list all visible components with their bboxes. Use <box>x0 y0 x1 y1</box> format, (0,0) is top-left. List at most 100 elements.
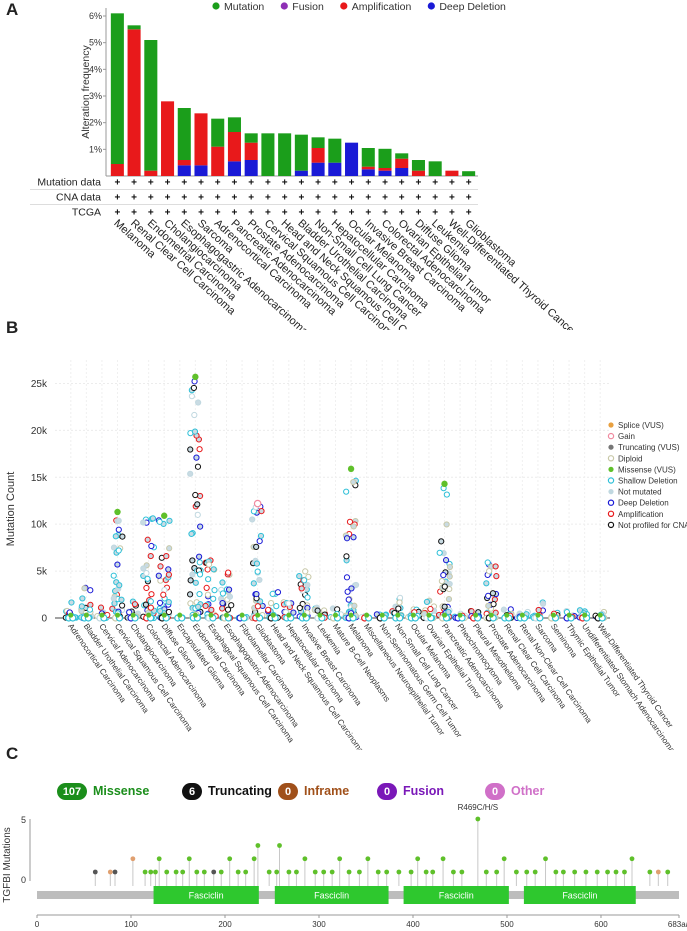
lollipop-head <box>423 869 429 875</box>
track-plus: + <box>131 178 137 189</box>
scatter-point <box>187 591 194 598</box>
scatter-point <box>204 591 212 598</box>
track-plus: + <box>148 208 154 219</box>
scatter-point <box>111 600 118 607</box>
scatter-point <box>426 612 432 618</box>
scatter-point <box>395 605 402 612</box>
scatter-point <box>305 573 312 580</box>
scatter-point <box>423 598 431 605</box>
track-plus: + <box>114 193 120 204</box>
track-plus: + <box>416 178 422 189</box>
count-label: Other <box>511 784 545 798</box>
bar-mutation <box>294 134 308 171</box>
lollipop-head <box>194 869 200 875</box>
legend-marker <box>608 489 614 495</box>
scatter-point <box>219 600 226 607</box>
scatter-point <box>165 566 172 573</box>
scatter-point <box>219 605 226 612</box>
scatter-point <box>224 606 232 613</box>
scatter-point <box>157 608 164 615</box>
lollipop-head <box>622 869 627 875</box>
bar-deep-deletion <box>328 162 342 176</box>
lollipop-head <box>553 869 559 875</box>
track-plus: + <box>416 208 422 219</box>
legend-label: Amplification <box>618 510 663 519</box>
track-plus: + <box>215 208 221 219</box>
legend-marker <box>607 477 615 484</box>
bar-deep-deletion <box>311 162 325 176</box>
scatter-point <box>396 599 403 606</box>
scatter-group <box>187 378 204 622</box>
lollipop-head <box>201 869 207 875</box>
scatter-group <box>342 477 360 622</box>
scatter-group <box>311 604 328 622</box>
panel-b-letter: B <box>6 318 19 337</box>
bar-amplification <box>110 164 124 176</box>
scatter-point <box>187 446 194 453</box>
scatter-point <box>486 568 493 575</box>
scatter-point <box>99 612 105 618</box>
scatter-point <box>485 602 492 609</box>
scatter-point <box>149 515 157 522</box>
scatter-point <box>192 491 199 499</box>
scatter-point <box>492 563 499 570</box>
lollipop-head <box>255 843 261 848</box>
domain-label: Fasciclin <box>189 891 224 901</box>
scatter-point <box>110 544 118 551</box>
scatter-point <box>301 577 308 584</box>
chart-lollipop: TGFBI Mutations 5 0 Fasciclin Fasciclin Fasci… <box>2 803 687 929</box>
lollipop-head <box>396 869 402 875</box>
scatter-point <box>144 536 151 543</box>
bar-amplification <box>194 113 208 166</box>
scatter-point <box>157 563 164 570</box>
scatter-point <box>488 612 494 618</box>
scatter-group <box>109 517 126 622</box>
track-plus: + <box>165 178 171 189</box>
track-plus: + <box>181 193 187 204</box>
scatter-point <box>441 603 448 610</box>
y-tick-label: 3% <box>89 91 102 101</box>
scatter-point <box>208 612 214 618</box>
y-tick-label: 10k <box>31 520 48 531</box>
scatter-point <box>270 612 276 618</box>
scatter-point <box>110 572 117 579</box>
scatter-point <box>191 411 198 419</box>
scatter-point <box>255 612 261 618</box>
lollipop-head <box>148 869 154 875</box>
scatter-point <box>115 547 122 554</box>
lollipop-head <box>408 869 414 875</box>
track-plus: + <box>449 178 455 189</box>
lollipop-head <box>329 869 335 875</box>
track-plus: + <box>349 208 355 219</box>
lollipop-head <box>594 869 600 875</box>
lollipop-head <box>483 869 489 875</box>
scatter-point <box>438 538 445 545</box>
lollipop-head <box>532 869 538 875</box>
scatter-point <box>194 501 201 508</box>
bar-mutation <box>211 118 225 147</box>
scatter-point <box>188 393 196 400</box>
legend-label: Diploid <box>618 454 642 463</box>
track-plus: + <box>265 208 271 219</box>
lollipop-head <box>112 869 118 875</box>
scatter-point <box>427 605 434 613</box>
legend-label-3: Deep Deletion <box>439 1 506 13</box>
scatter-point <box>119 533 126 540</box>
track-plus: + <box>265 193 271 204</box>
scatter-group <box>249 503 266 622</box>
scatter-point <box>225 586 233 593</box>
bar-mutation <box>110 13 124 165</box>
track-plus: + <box>232 178 238 189</box>
bar-mutation <box>411 160 425 171</box>
scatter-group <box>435 485 454 622</box>
bar-deep-deletion <box>378 170 392 176</box>
scatter-point <box>226 593 234 600</box>
y-tick-label: 5k <box>36 567 48 578</box>
scatter-point <box>436 549 443 556</box>
scatter-point <box>343 488 350 495</box>
lollipop-head <box>243 869 249 875</box>
scatter-group <box>420 597 438 622</box>
scatter-point <box>115 517 122 524</box>
lollipop-head <box>451 869 456 875</box>
track-plus: + <box>215 193 221 204</box>
